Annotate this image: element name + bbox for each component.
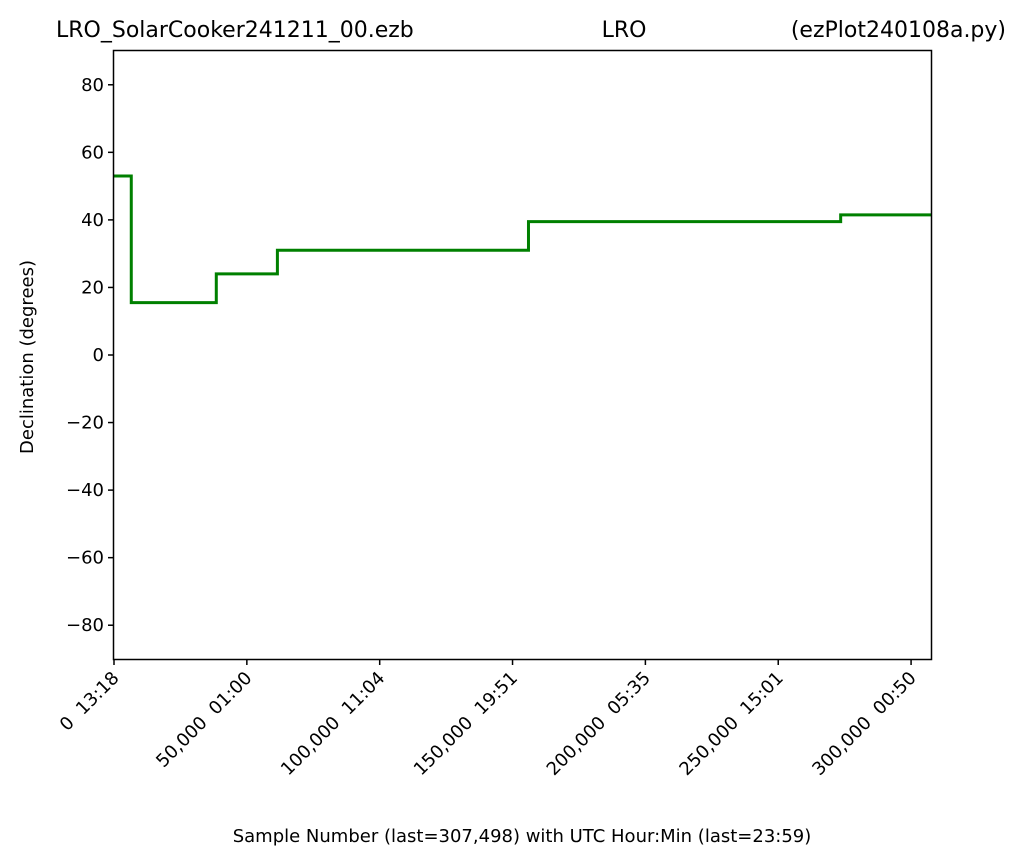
y-tick-label: −60	[66, 548, 104, 569]
y-tick-label: 80	[81, 75, 104, 96]
y-tick-label: −20	[66, 413, 104, 434]
y-tick-label: 40	[81, 210, 104, 231]
y-tick-label: −80	[66, 615, 104, 636]
y-tick-label: 60	[81, 142, 104, 163]
plot-area	[114, 174, 931, 305]
chart-title-script: (ezPlot240108a.py)	[791, 18, 1006, 43]
y-tick-label: 0	[93, 345, 104, 366]
chart-title-station: LRO	[602, 18, 647, 43]
y-axis-label: Declination (degrees)	[17, 260, 38, 454]
y-tick-label: −40	[66, 480, 104, 501]
y-axis: 80 60 40 20 0 −20 −40 −60 −80	[66, 75, 114, 636]
x-axis-label: Sample Number (last=307,498) with UTC Ho…	[233, 826, 812, 847]
y-tick-label: 20	[81, 277, 104, 298]
chart-title-file: LRO_SolarCooker241211_00.ezb	[56, 18, 414, 43]
declination-series-line	[114, 174, 931, 305]
